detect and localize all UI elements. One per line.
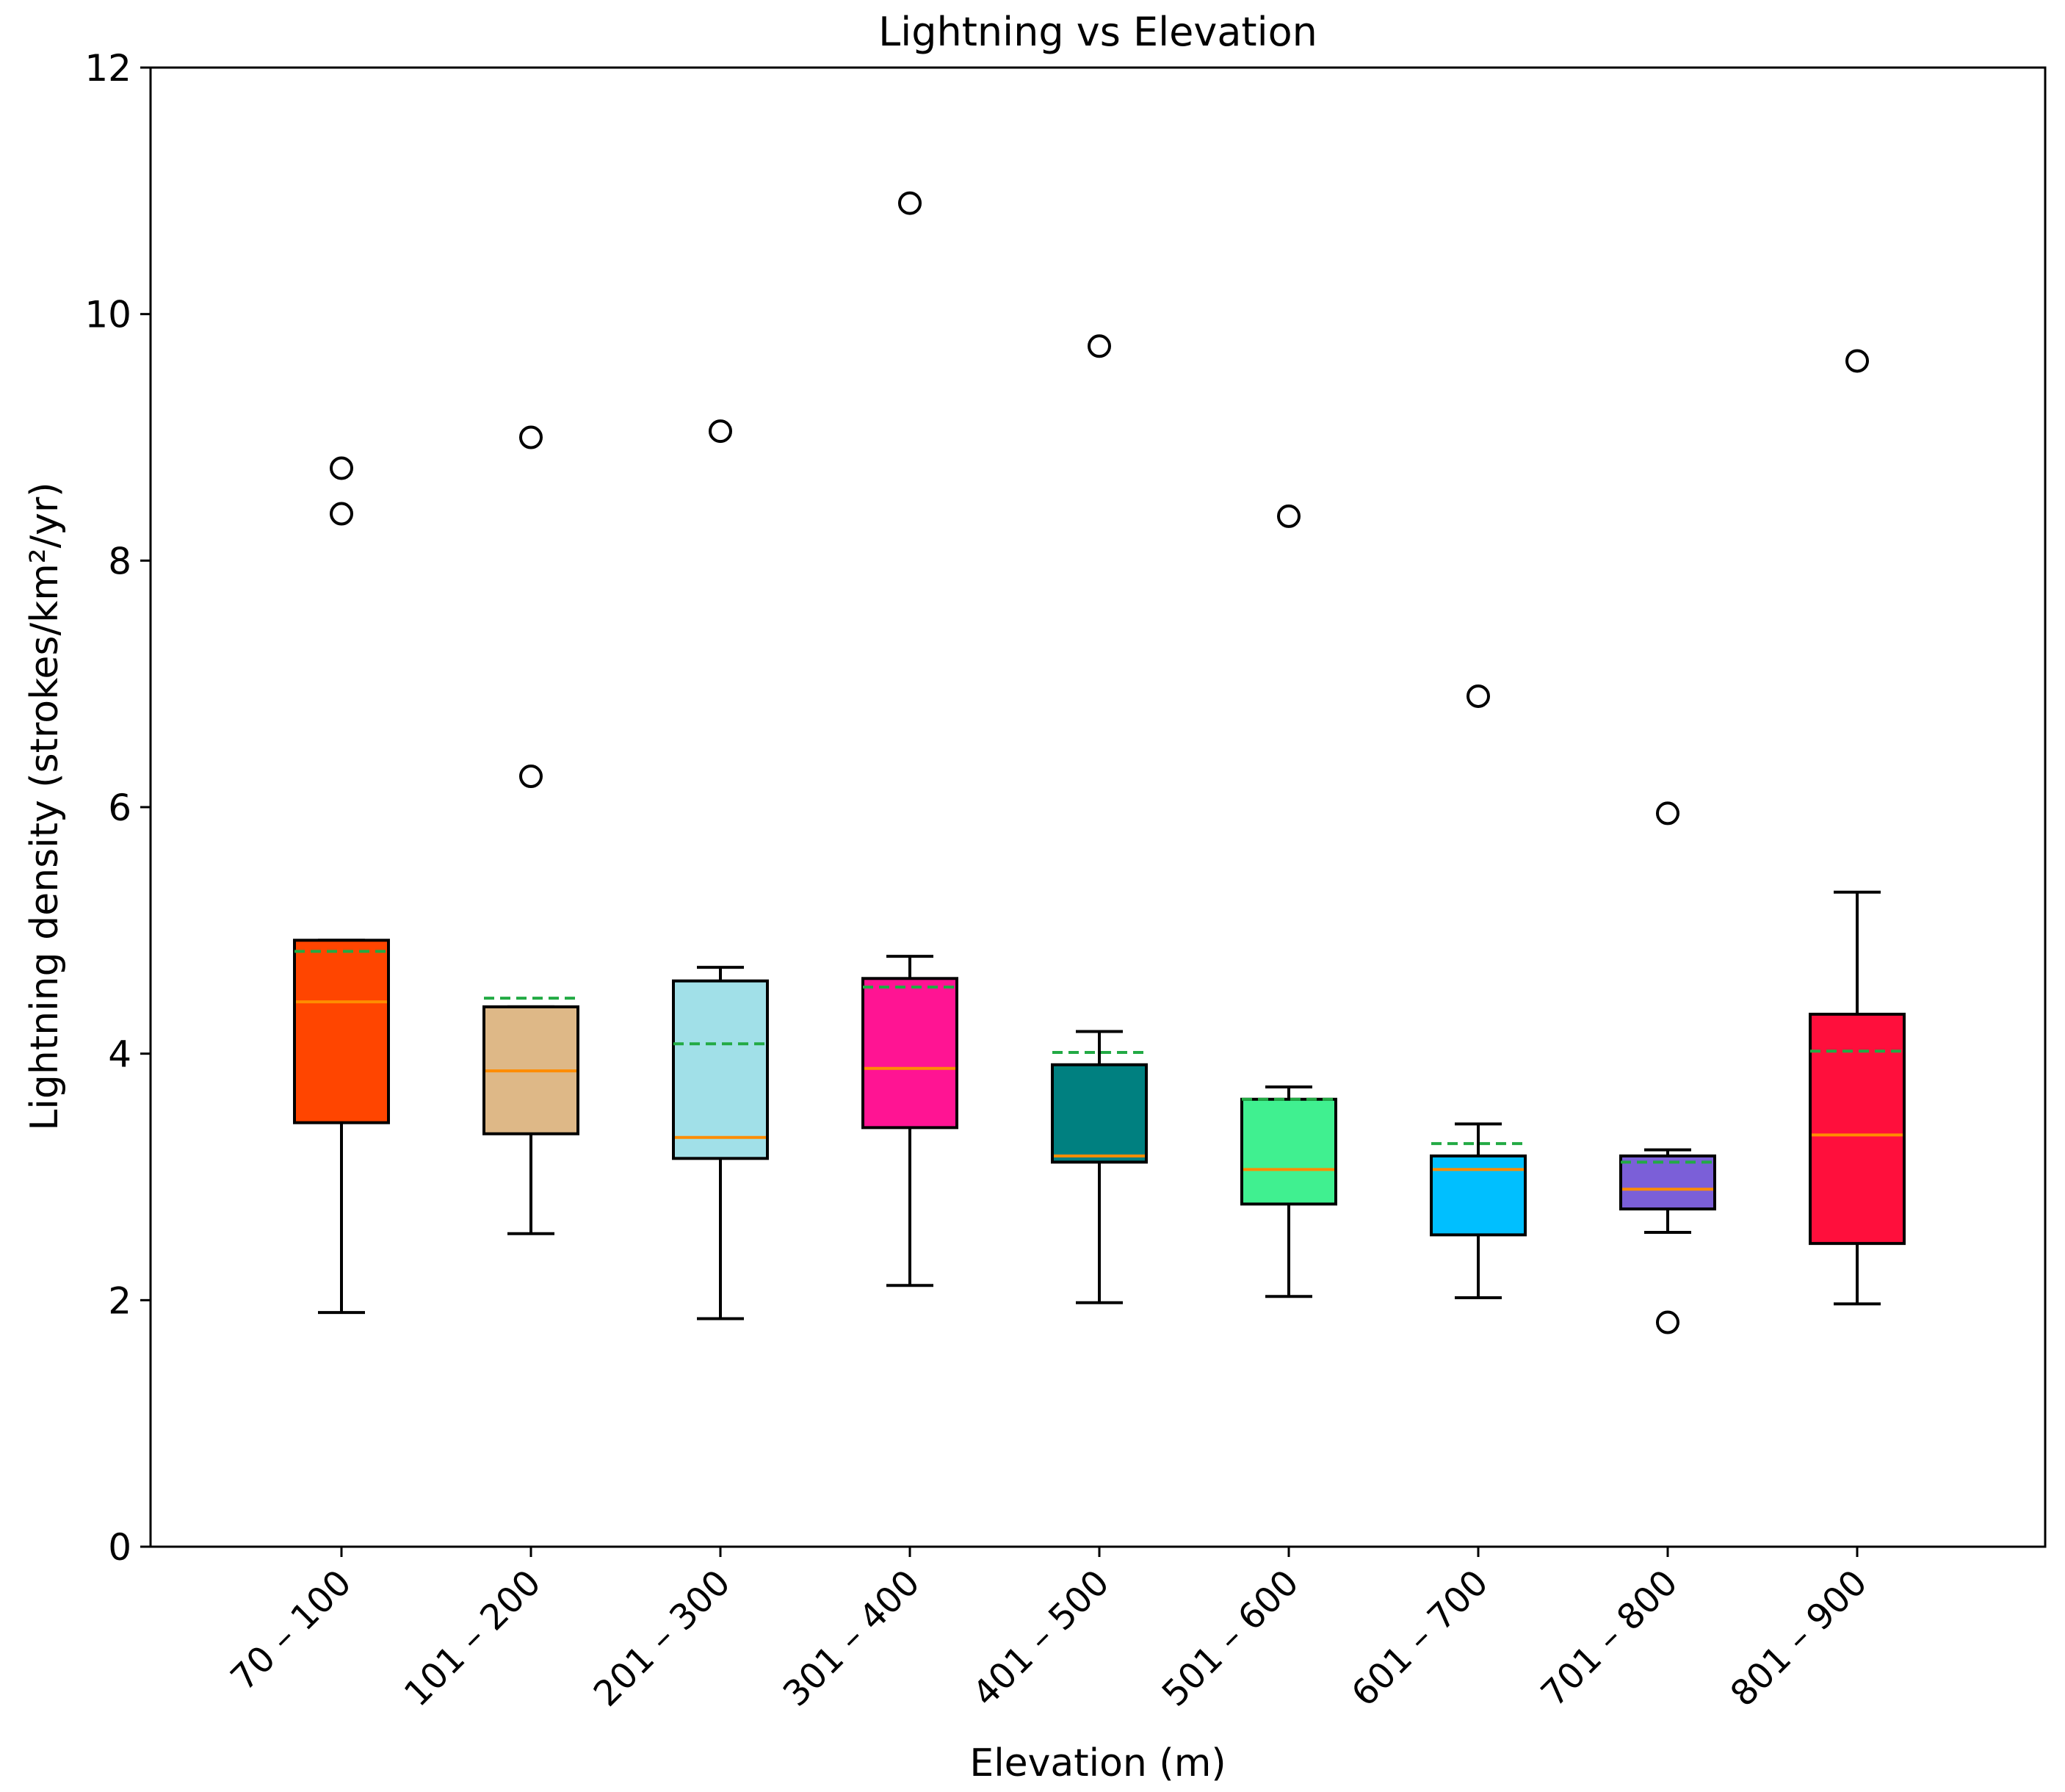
outlier-point: [1845, 349, 1869, 373]
outlier-point: [1467, 684, 1490, 708]
y-tick-label: 8: [108, 540, 131, 582]
outlier-point: [330, 502, 353, 526]
y-tick-label: 2: [108, 1279, 131, 1322]
box-iqr: [1619, 1154, 1716, 1211]
y-axis-label: Lightning density (strokes/km²/yr): [23, 482, 67, 1130]
box-group: [861, 191, 958, 1287]
outlier-point: [898, 191, 922, 215]
chart-title: Lightning vs Elevation: [878, 9, 1317, 55]
box-iqr: [293, 939, 390, 1124]
box-group: [1051, 334, 1148, 1304]
outlier-point: [1277, 504, 1301, 528]
box-iqr: [1430, 1154, 1527, 1237]
y-tick-label: 0: [108, 1526, 131, 1569]
y-tick-label: 6: [108, 787, 131, 829]
outlier-point: [709, 419, 732, 444]
box-iqr: [1051, 1063, 1148, 1164]
box-group: [1430, 684, 1527, 1299]
y-tick-label: 4: [108, 1033, 131, 1076]
box-group: [1619, 801, 1716, 1334]
outlier-point: [519, 425, 543, 449]
outlier-point: [1656, 1310, 1679, 1334]
y-tick-label: 10: [84, 294, 131, 336]
x-axis-label: Elevation (m): [969, 1741, 1226, 1785]
box-group: [1809, 349, 1906, 1306]
plot-area: [293, 191, 1906, 1334]
box-iqr: [1809, 1012, 1906, 1246]
box-iqr: [672, 979, 769, 1160]
box-iqr: [861, 977, 958, 1130]
box-group: [1240, 504, 1337, 1298]
box-group: [482, 425, 579, 1235]
box-iqr: [1240, 1097, 1337, 1206]
box-group: [293, 456, 390, 1315]
outlier-point: [1656, 801, 1679, 825]
y-tick-label: 12: [84, 47, 131, 90]
outlier-point: [519, 765, 543, 789]
outlier-point: [1088, 334, 1111, 358]
box-group: [672, 419, 769, 1320]
outlier-point: [330, 456, 353, 480]
